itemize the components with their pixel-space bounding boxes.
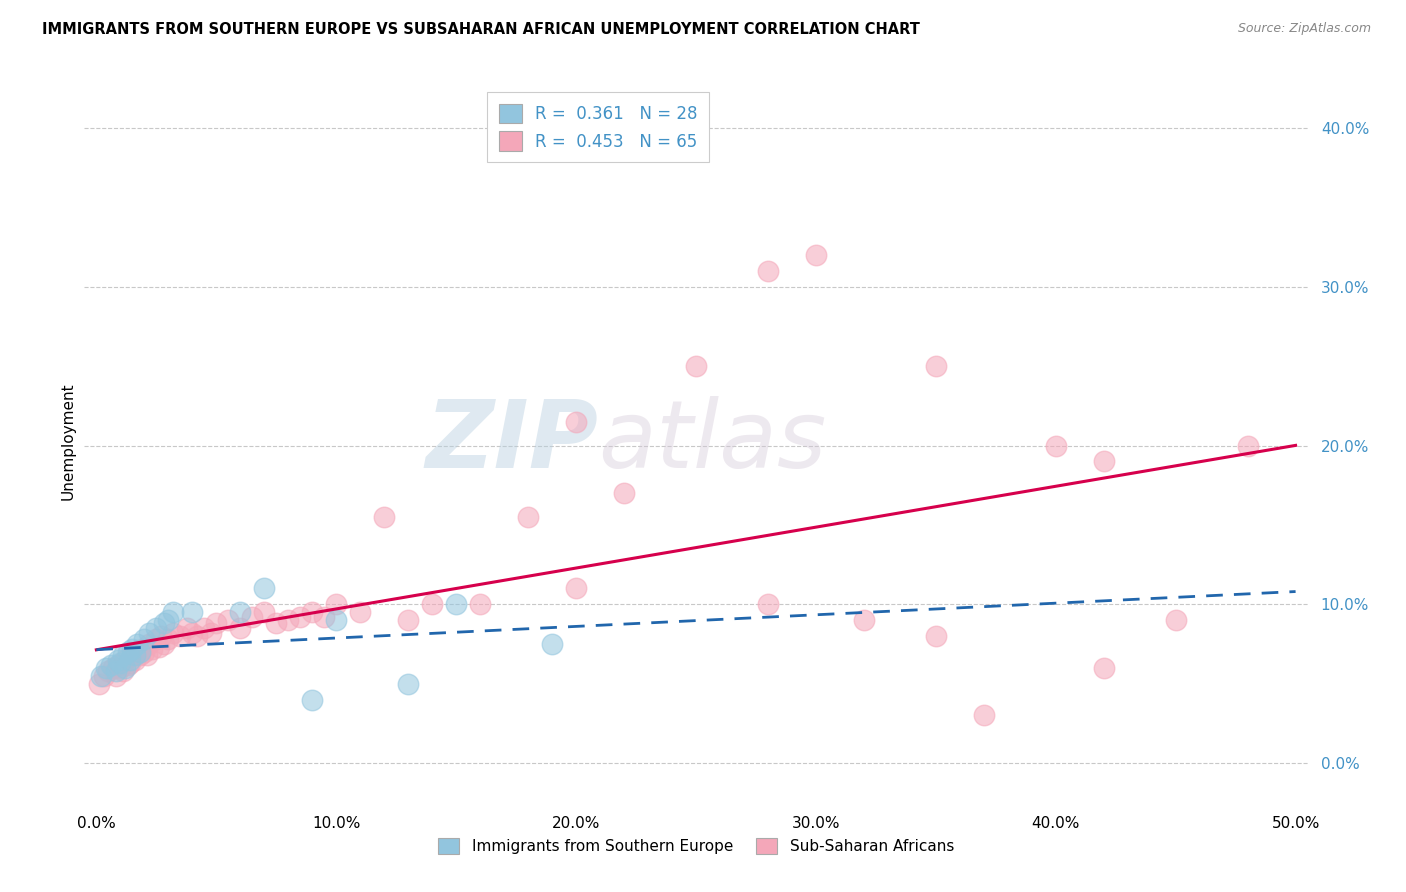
Point (141, 641, 163, 656)
Point (152, 637, 174, 651)
Point (134, 632, 156, 647)
Point (181, 626, 204, 640)
Point (94, 661, 117, 675)
Point (104, 664, 127, 678)
Point (181, 605, 204, 619)
Point (162, 626, 184, 640)
Point (121, 648, 143, 662)
Point (93, 669, 115, 683)
Text: ZIP: ZIP (425, 395, 598, 488)
Point (301, 605, 323, 619)
Point (314, 610, 336, 624)
Point (468, 597, 491, 611)
Point (110, 661, 132, 675)
Point (253, 605, 276, 619)
Point (121, 641, 143, 656)
Point (349, 605, 371, 619)
Point (157, 632, 180, 647)
Point (290, 610, 312, 624)
Point (127, 637, 149, 651)
Point (135, 648, 157, 662)
Point (973, 708, 995, 723)
Point (87, 676, 110, 690)
Point (114, 653, 136, 667)
Point (925, 629, 948, 643)
Point (101, 661, 124, 675)
Point (111, 648, 134, 662)
Point (217, 613, 239, 627)
Point (97, 664, 120, 678)
Point (111, 664, 134, 678)
Point (1045, 438, 1067, 452)
Point (148, 640, 170, 655)
Point (373, 510, 395, 524)
Point (277, 613, 299, 627)
Point (107, 653, 129, 667)
Point (396, 676, 419, 690)
Point (100, 657, 122, 672)
Point (756, 597, 779, 611)
Point (396, 613, 419, 627)
Point (264, 616, 287, 631)
Point (565, 582, 588, 596)
Point (1164, 613, 1187, 627)
Point (128, 645, 150, 659)
Point (169, 629, 191, 643)
Point (114, 661, 136, 675)
Point (517, 510, 540, 524)
Point (117, 657, 139, 672)
Point (150, 629, 173, 643)
Point (110, 656, 132, 670)
Point (152, 616, 174, 631)
Point (444, 597, 467, 611)
Point (117, 645, 139, 659)
Point (925, 359, 948, 373)
Point (541, 637, 564, 651)
Point (205, 616, 228, 631)
Point (301, 692, 323, 706)
Y-axis label: Unemployment: Unemployment (60, 383, 76, 500)
Point (138, 637, 160, 651)
Point (127, 645, 149, 659)
Legend: Immigrants from Southern Europe, Sub-Saharan Africans: Immigrants from Southern Europe, Sub-Sah… (432, 832, 960, 860)
Point (1236, 438, 1258, 452)
Point (134, 645, 156, 659)
Point (1092, 661, 1115, 675)
Point (145, 632, 167, 647)
Point (240, 610, 263, 624)
Point (253, 582, 276, 596)
Point (128, 648, 150, 662)
Point (118, 656, 141, 670)
Point (756, 264, 779, 278)
Point (124, 653, 146, 667)
Point (613, 486, 636, 500)
Point (1092, 454, 1115, 468)
Point (186, 629, 208, 643)
Point (229, 605, 252, 619)
Point (157, 613, 180, 627)
Point (325, 613, 347, 627)
Point (685, 359, 707, 373)
Point (804, 248, 827, 262)
Point (118, 653, 141, 667)
Point (145, 621, 167, 635)
Point (104, 669, 127, 683)
Point (229, 621, 252, 635)
Text: Source: ZipAtlas.com: Source: ZipAtlas.com (1237, 22, 1371, 36)
Point (193, 621, 215, 635)
Point (162, 605, 184, 619)
Point (124, 648, 146, 662)
Point (325, 597, 347, 611)
Point (420, 597, 443, 611)
Point (565, 415, 588, 429)
Text: IMMIGRANTS FROM SOUTHERN EUROPE VS SUBSAHARAN AFRICAN UNEMPLOYMENT CORRELATION C: IMMIGRANTS FROM SOUTHERN EUROPE VS SUBSA… (42, 22, 920, 37)
Point (107, 657, 129, 672)
Point (131, 641, 153, 656)
Text: atlas: atlas (598, 396, 827, 487)
Point (138, 626, 160, 640)
Point (90, 669, 112, 683)
Point (176, 621, 198, 635)
Point (200, 626, 222, 640)
Point (852, 613, 875, 627)
